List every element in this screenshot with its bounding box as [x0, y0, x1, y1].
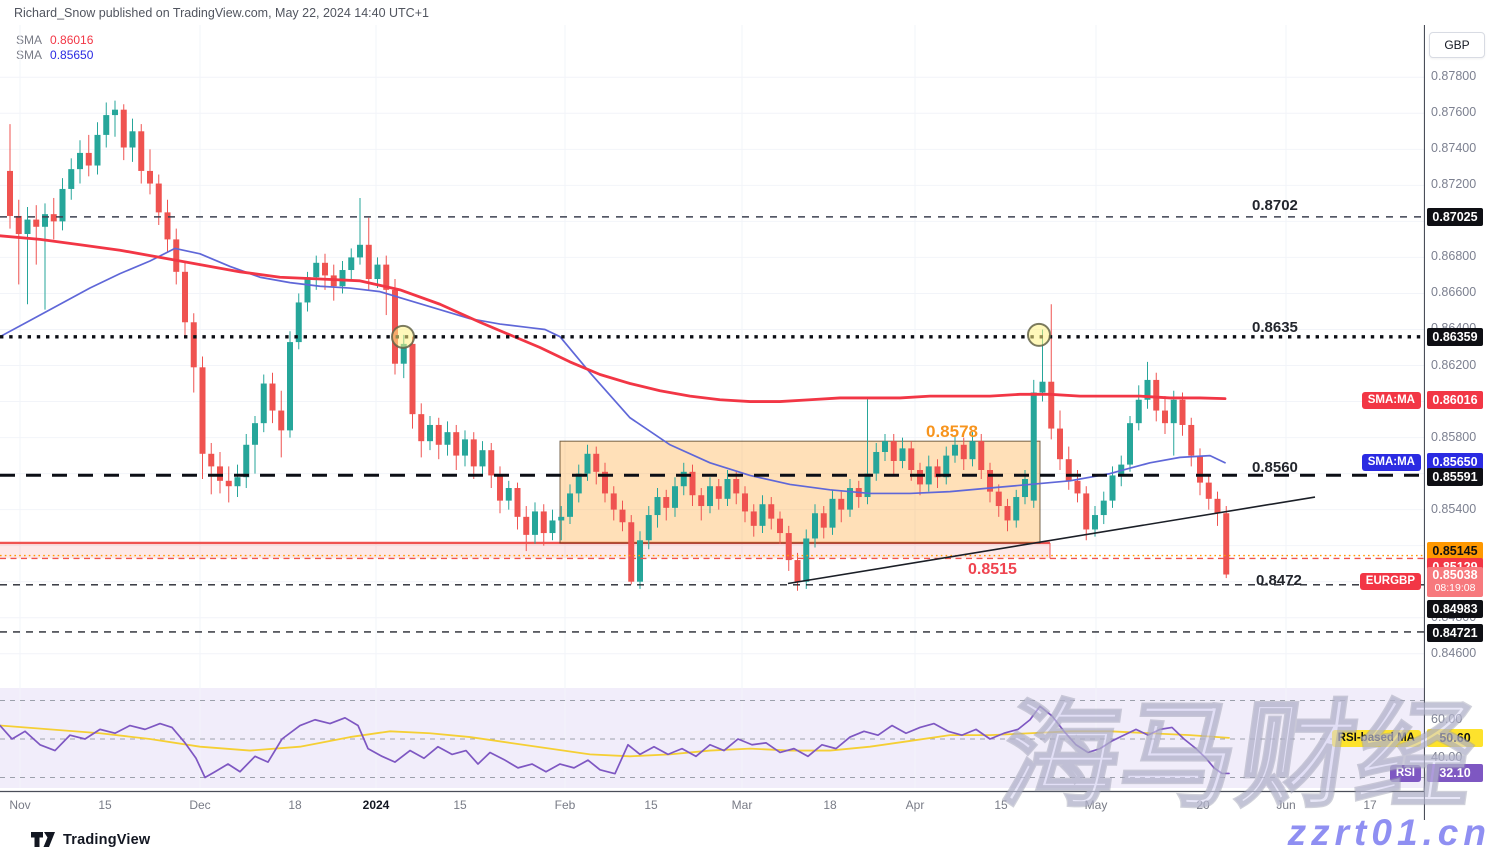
axis-sma-fast-label: 0.85650 — [1427, 453, 1483, 471]
annotation-0.8560: 0.8560 — [1252, 459, 1298, 476]
sma-slow-label: SMA — [16, 33, 43, 47]
rsi-line — [0, 705, 1230, 779]
axis-level-0.86359-label: 0.86359 — [1427, 328, 1483, 346]
rsi-indicator — [0, 699, 1424, 779]
sma-fast-value: 0.85650 — [50, 48, 94, 62]
rsi-panel-background — [0, 688, 1424, 788]
publish-attribution: Richard_Snow published on TradingView.co… — [14, 6, 429, 20]
time-label-Jun: Jun — [1276, 798, 1296, 812]
axis-sma-slow-label: 0.86016 — [1427, 391, 1483, 409]
axis-sma-slow-tag: SMA:MA — [1361, 392, 1421, 409]
axis-current-price-label: 0.85038 08:19:08 — [1427, 567, 1483, 597]
ascending-trendline — [787, 496, 1316, 585]
price-tick-0.85400: 0.85400 — [1431, 501, 1477, 516]
time-label-Dec: Dec — [189, 798, 211, 812]
tradingview-footer[interactable]: TradingView — [30, 831, 150, 848]
price-axis[interactable] — [1425, 25, 1499, 820]
axis-current-price-tag: EURGBP — [1359, 573, 1421, 590]
time-label-2024: 2024 — [362, 798, 390, 812]
price-tick-0.84600: 0.84600 — [1431, 645, 1477, 660]
time-label-18: 18 — [823, 798, 837, 812]
time-label-Apr: Apr — [905, 798, 925, 812]
time-label-15: 15 — [98, 798, 112, 812]
consolidation-box — [559, 440, 1041, 544]
rsi-ma-line — [0, 724, 1230, 758]
legend-sma-fast[interactable]: SMA 0.85650 — [16, 48, 93, 63]
candlestick-series — [7, 100, 1230, 591]
sma-fast-label: SMA — [16, 48, 43, 62]
axis-level-0.84721-label: 0.84721 — [1427, 624, 1483, 642]
rsi-axis-rsi-ma-tag: RSI-based MA — [1331, 730, 1421, 747]
indicator-legend[interactable]: SMA 0.86016 SMA 0.85650 — [16, 33, 93, 63]
currency-toggle-button[interactable]: GBP — [1429, 32, 1485, 58]
axis-level-0.85145-label: 0.85145 — [1427, 542, 1483, 560]
time-label-May: May — [1084, 798, 1108, 812]
price-tick-0.87200: 0.87200 — [1431, 177, 1477, 192]
rsi-tick-60.00: 60.00 — [1431, 711, 1463, 726]
price-tick-0.86200: 0.86200 — [1431, 357, 1477, 372]
annotation-0.8472: 0.8472 — [1256, 572, 1302, 589]
rsi-axis-rsi-tag: RSI — [1389, 765, 1421, 782]
price-tick-0.87800: 0.87800 — [1431, 69, 1477, 84]
highlight-circles — [391, 322, 1051, 349]
time-label-15: 15 — [453, 798, 467, 812]
annotation-0.8515: 0.8515 — [968, 561, 1017, 578]
axis-sma-fast-tag: SMA:MA — [1361, 454, 1421, 471]
time-label-Nov: Nov — [9, 798, 31, 812]
countdown-timer: 08:19:08 — [1434, 582, 1476, 594]
watermark-url: zzrt01.cn — [1287, 812, 1491, 853]
support-band-zone — [0, 541, 1051, 559]
time-label-Mar: Mar — [731, 798, 753, 812]
annotation-0.8578: 0.8578 — [926, 422, 978, 441]
publish-attribution-text: Richard_Snow published on TradingView.co… — [14, 6, 429, 20]
rsi-tick-40.00: 40.00 — [1431, 750, 1463, 765]
time-label-18: 18 — [288, 798, 302, 812]
annotation-0.8702: 0.8702 — [1252, 197, 1298, 214]
annotation-0.8635: 0.8635 — [1252, 319, 1298, 336]
time-label-20: 20 — [1196, 798, 1210, 812]
axis-level-0.84983-label: 0.84983 — [1427, 600, 1483, 618]
axis-level-0.85591-label: 0.85591 — [1427, 468, 1483, 486]
time-label-15: 15 — [994, 798, 1008, 812]
tradingview-brand-text: TradingView — [63, 831, 151, 848]
tradingview-logo-icon — [31, 832, 55, 847]
time-label-17: 17 — [1363, 798, 1377, 812]
time-label-15: 15 — [644, 798, 658, 812]
price-tick-0.87600: 0.87600 — [1431, 105, 1477, 120]
gridlines — [0, 25, 1424, 788]
time-label-Feb: Feb — [554, 798, 576, 812]
horizontal-levels — [0, 216, 1424, 633]
sma-fast-line — [0, 247, 1226, 495]
price-tick-0.85800: 0.85800 — [1431, 429, 1477, 444]
axis-borders — [0, 25, 1499, 820]
sma-slow-value: 0.86016 — [50, 33, 94, 47]
axis-level-0.87025-label: 0.87025 — [1427, 208, 1483, 226]
rsi-axis-rsi-ma-label: 50.60 — [1427, 729, 1483, 747]
price-tick-0.87400: 0.87400 — [1431, 141, 1477, 156]
legend-sma-slow[interactable]: SMA 0.86016 — [16, 33, 93, 48]
price-tick-0.86800: 0.86800 — [1431, 249, 1477, 264]
sma-slow-line — [0, 234, 1227, 403]
rsi-axis-rsi-label: 32.10 — [1427, 764, 1483, 782]
price-tick-0.86600: 0.86600 — [1431, 285, 1477, 300]
